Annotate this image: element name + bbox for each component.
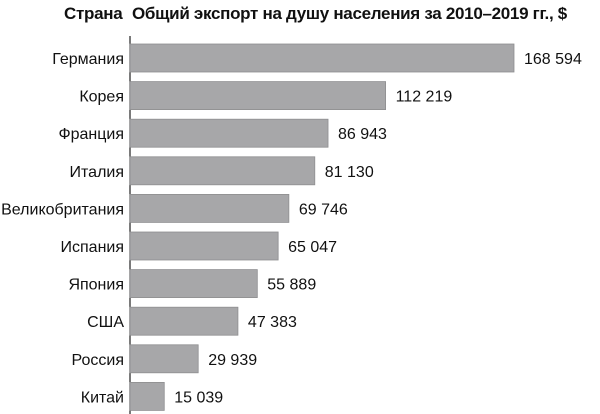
value-label: 112 219	[396, 89, 453, 106]
bar-5	[129, 193, 290, 223]
bar-8	[129, 306, 239, 336]
value-label: 47 383	[248, 314, 297, 331]
value-label: 69 746	[299, 201, 348, 218]
value-label: 29 939	[208, 352, 257, 369]
value-label: 86 943	[338, 126, 387, 143]
category-label: Япония	[68, 277, 124, 294]
bar-4	[129, 156, 316, 186]
value-label: 65 047	[288, 239, 337, 256]
bar-1	[129, 43, 515, 73]
bar-6	[129, 231, 279, 261]
category-label: Италия	[70, 164, 124, 181]
category-label: Великобритания	[1, 201, 124, 218]
category-label: Испания	[61, 239, 125, 256]
value-label: 168 594	[524, 51, 582, 68]
bar-7	[129, 269, 258, 299]
category-label: Россия	[72, 352, 124, 369]
chart-title: Общий экспорт на душу населения за 2010–…	[132, 4, 567, 23]
bar-10	[129, 381, 165, 411]
category-label: США	[87, 314, 124, 331]
category-label: Германия	[52, 51, 124, 68]
category-label: Корея	[79, 89, 124, 106]
bar-3	[129, 118, 329, 148]
bars-group: Германия 168 594 Корея 112 219 Франция 86 943…	[1, 43, 582, 411]
value-label: 55 889	[267, 277, 316, 294]
bar-2	[129, 81, 386, 110]
category-label: Китай	[81, 389, 124, 406]
bar-9	[129, 344, 199, 374]
value-label: 15 039	[174, 389, 223, 406]
category-header: Страна	[64, 4, 123, 23]
value-label: 81 130	[325, 164, 374, 181]
category-label: Франция	[58, 126, 124, 143]
